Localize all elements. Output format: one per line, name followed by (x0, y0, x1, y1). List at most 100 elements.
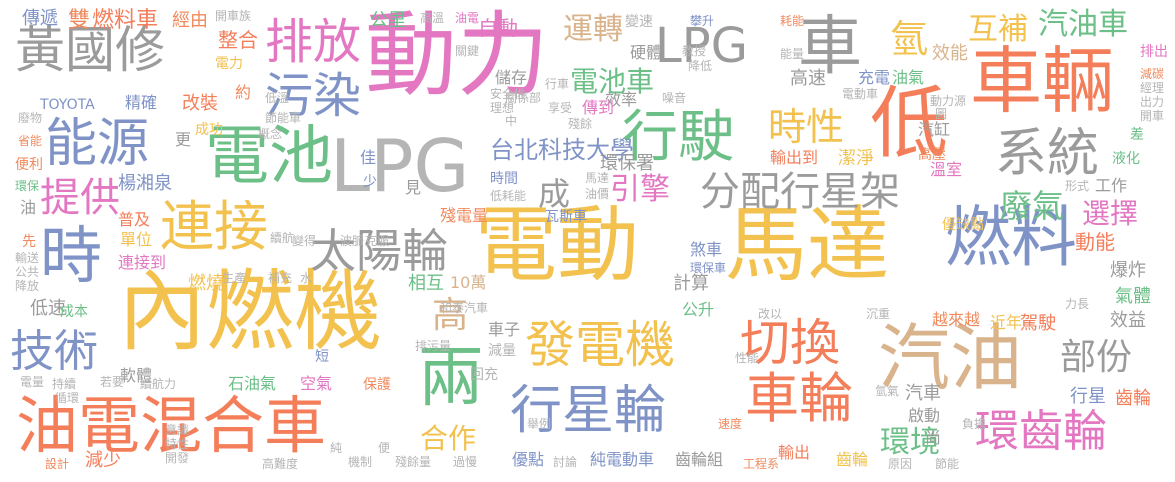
word-12: 電池 (205, 120, 333, 194)
word-42: 合作 (420, 422, 477, 455)
word-9: 燃料 (945, 199, 1077, 276)
word-193: 水 (300, 271, 313, 285)
word-198: 性能 (735, 351, 760, 365)
word-97: 低耗能 (490, 189, 527, 203)
word-39: 廢氣 (1000, 187, 1065, 225)
word-183: 低溫 (265, 91, 290, 105)
word-52: 公里 (370, 10, 406, 31)
word-1: 動力 (365, 2, 550, 109)
word-43: 環境 (880, 425, 940, 460)
word-81: 空氣 (300, 374, 333, 393)
word-162: 傳到 (582, 98, 615, 117)
word-27: 太陽輪 (310, 224, 448, 278)
word-152: 力長 (1065, 297, 1090, 311)
word-69: 精確 (125, 93, 158, 112)
word-166: 降低 (688, 59, 713, 73)
word-61: 減碳 (1140, 67, 1165, 81)
word-68: 成功 (195, 122, 223, 138)
word-110: 動能 (1075, 230, 1115, 254)
word-164: 硬體 (630, 43, 663, 62)
word-66: 約 (235, 83, 252, 102)
word-62: 經理 (1140, 81, 1165, 95)
word-185: 少 (363, 174, 377, 190)
word-46: 台北科技大學 (490, 136, 634, 164)
word-160: 理想 (490, 101, 515, 115)
word-49: 傳遞 (22, 8, 58, 29)
word-125: 工程系 (743, 457, 780, 471)
word-11: 油電混合車 (16, 389, 327, 462)
word-18: 能源 (45, 114, 150, 174)
word-189: 波脈 (340, 234, 365, 248)
word-83: 保護 (363, 377, 391, 393)
word-127: 齒輪組 (675, 450, 724, 469)
word-95: 瓦斯車 (545, 209, 587, 225)
word-47: 雙 (68, 8, 91, 33)
word-70: TOYOTA (40, 97, 95, 113)
word-37: 汽油車 (1038, 7, 1128, 42)
word-133: 過慢 (453, 455, 478, 469)
word-73: 普及 (118, 210, 151, 229)
word-105: 汽缸 (918, 120, 951, 139)
word-165: 教授 (682, 44, 707, 58)
word-109: 形式 (1065, 179, 1090, 193)
word-126: 輸出 (778, 443, 811, 462)
word-192: 補充 (268, 271, 293, 285)
word-20: 污染 (265, 68, 362, 124)
word-44: 引擎 (610, 172, 670, 207)
word-78: 成本 (60, 304, 88, 320)
word-92: 電量 (20, 375, 45, 389)
word-85: 開發 (165, 451, 190, 465)
word-30: 技術 (10, 326, 98, 377)
word-34: 高 (432, 295, 469, 336)
word-64: 整合 (218, 28, 258, 52)
word-59: 效能 (932, 43, 968, 64)
word-173: 廢物 (18, 111, 43, 125)
word-16: 行駛 (622, 105, 734, 170)
word-122: 節能 (935, 457, 960, 471)
word-90: 持續 (52, 377, 77, 391)
word-186: 見 (405, 178, 422, 197)
word-104: 溫室 (930, 160, 963, 179)
word-33: 成 (538, 175, 571, 213)
word-197: 中 (505, 114, 518, 128)
word-184: 佳 (360, 148, 377, 167)
word-24: 車輪 (745, 367, 853, 430)
word-156: 高速 (790, 68, 826, 89)
word-10: 汽油 (878, 316, 1023, 400)
word-147: 10萬 (450, 273, 487, 292)
word-79: 軟體 (120, 366, 153, 385)
word-175: 環保 (15, 179, 40, 193)
word-99: 油價 (585, 187, 610, 201)
word-56: 變速 (625, 14, 653, 30)
word-28: 分配行星架 (700, 169, 900, 215)
word-179: 公共 (15, 265, 40, 279)
word-194: 關鍵 (455, 44, 480, 58)
word-196: 行車 (545, 77, 570, 91)
word-3: 馬達 (725, 198, 890, 293)
word-82: 短 (315, 349, 329, 365)
word-25: 切換 (740, 314, 840, 372)
word-102: 潔淨 (838, 148, 874, 169)
word-140: 減量 (488, 343, 516, 359)
word-134: 殘餘量 (395, 455, 432, 469)
word-53: 高溫 (420, 11, 445, 25)
word-171: 開車 (1140, 109, 1165, 123)
word-32: 時性 (768, 105, 845, 149)
word-21: 系統 (995, 124, 1100, 184)
word-136: 高難度 (262, 457, 299, 471)
word-163: 殘餘 (568, 117, 593, 131)
word-7: 車 (798, 10, 862, 84)
word-144: 公升 (682, 300, 715, 319)
word-98: 馬達 (585, 171, 610, 185)
word-54: 油電 (455, 11, 480, 25)
word-138: 便 (378, 441, 391, 455)
word-108: 工作 (1095, 176, 1128, 195)
word-190: 克服 (365, 234, 390, 248)
word-201: 負擔 (962, 417, 987, 431)
word-114: 駕駛 (1020, 313, 1056, 334)
word-2: 電動 (475, 198, 640, 293)
word-169: 能量 (780, 47, 805, 61)
word-101: 輸出到 (770, 148, 819, 167)
